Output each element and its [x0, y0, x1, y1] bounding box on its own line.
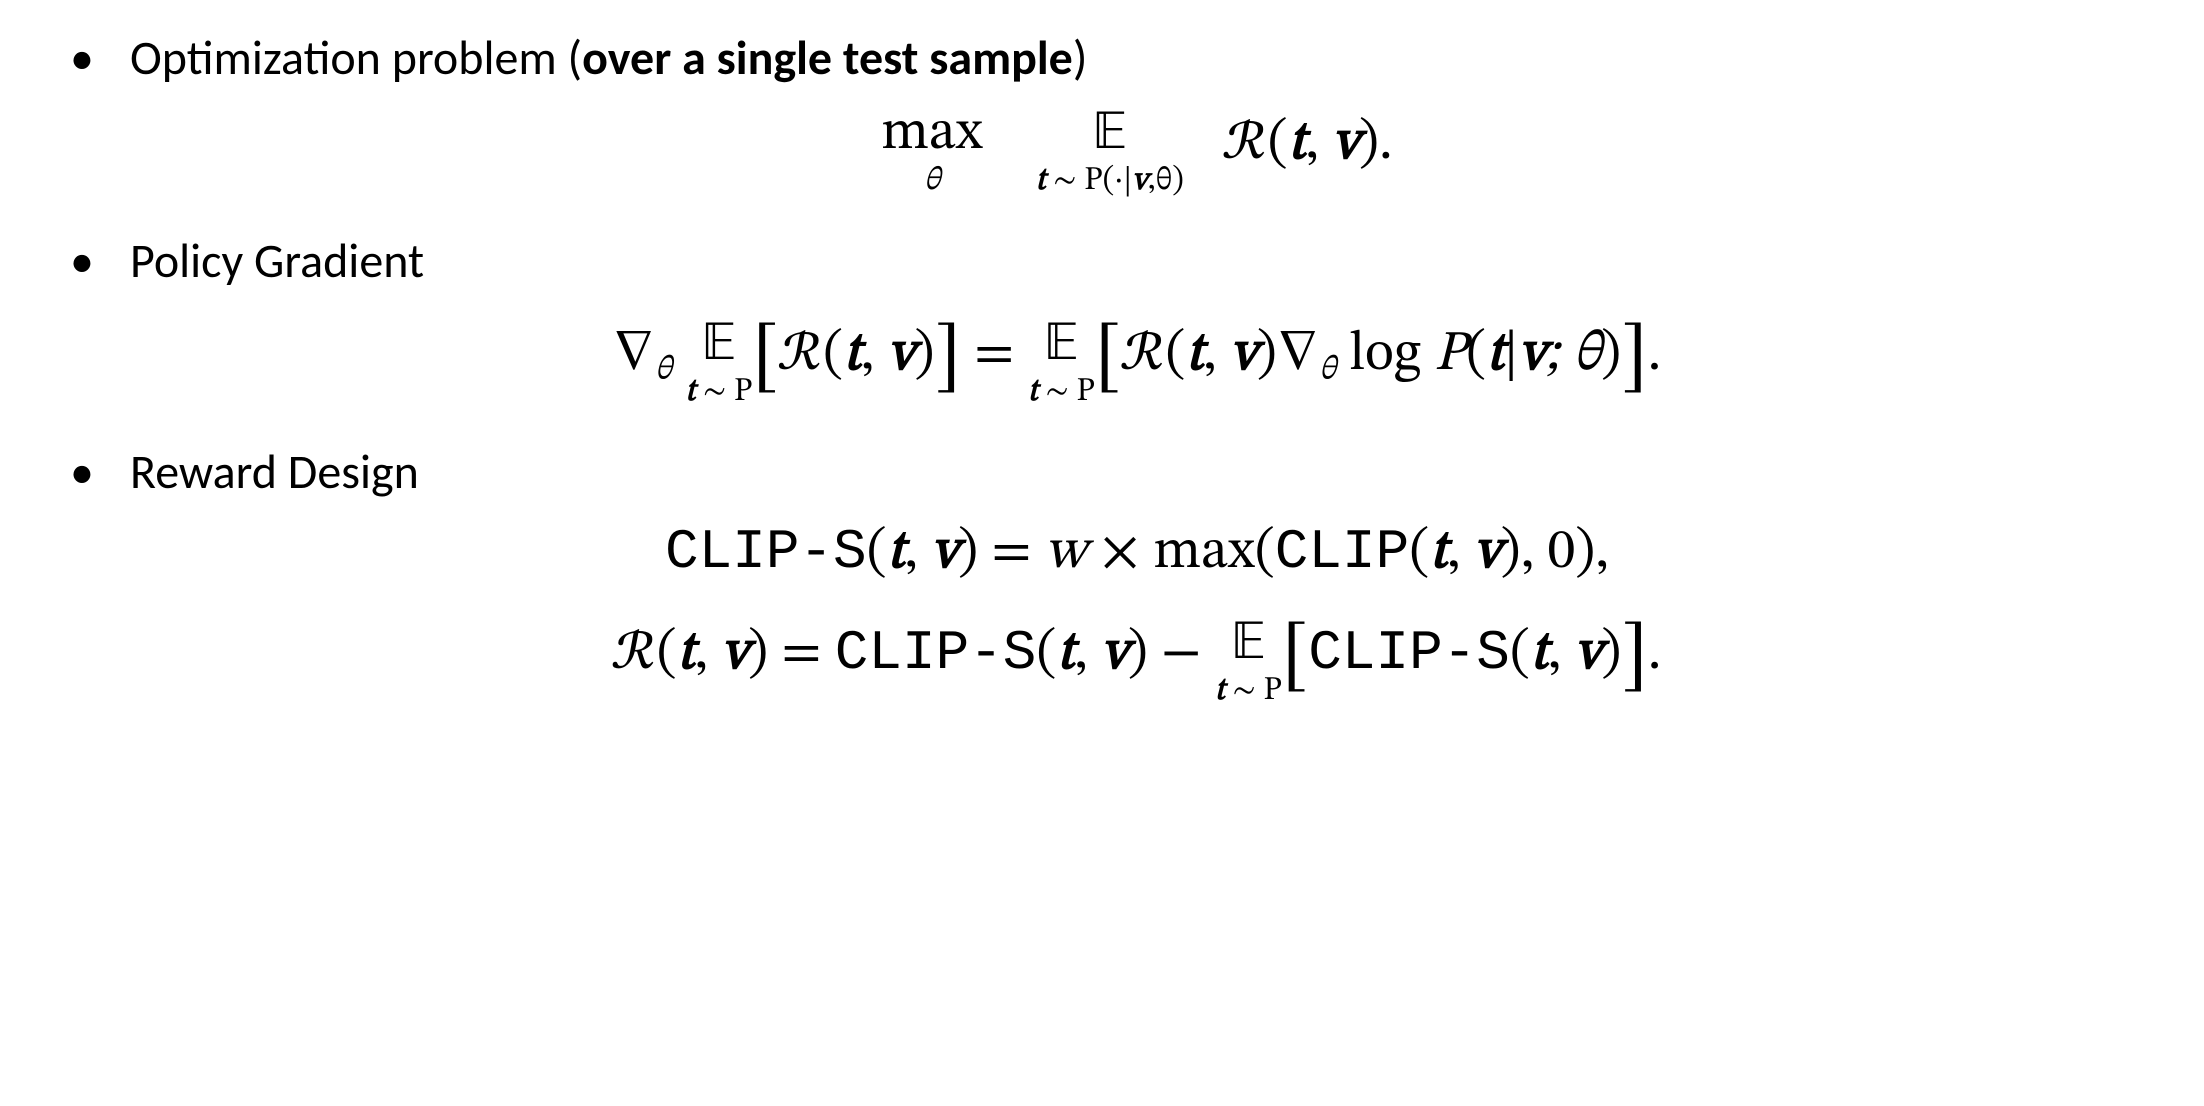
operator-expectation-rhs: 𝔼 t ∼ P — [1027, 317, 1094, 408]
operator-max-top: max — [881, 106, 982, 162]
bullet-heading: Policy Gradient — [130, 231, 2144, 291]
nabla-sub: θ — [655, 352, 672, 386]
operator-expectation-reward: 𝔼 t ∼ P — [1215, 616, 1282, 707]
nabla: ∇ — [613, 327, 655, 383]
equation-policy-gradient: ∇θ 𝔼 t ∼ P [ℛ(t, v)] = 𝔼 t ∼ P [ℛ(t, v)∇… — [130, 309, 2144, 408]
equation-reward-def: ℛ(t, v) = CLIP-S(t, v) − 𝔼 t ∼ P [CLIP-S… — [130, 608, 2144, 707]
operator-expectation-lhs: 𝔼 t ∼ P — [685, 317, 752, 408]
arg-v: v — [1332, 116, 1359, 172]
bullet-heading: Optimization problem (over a single test… — [130, 28, 2144, 88]
bullet-heading: Reward Design — [130, 442, 2144, 502]
bullet-optimization: Optimization problem (over a single test… — [70, 28, 2144, 197]
heading-text-tail: ) — [1073, 28, 1088, 87]
reward-symbol: ℛ — [1223, 116, 1267, 172]
heading-text-plain: Reward Design — [130, 442, 419, 501]
operator-max: max θ — [881, 106, 982, 197]
equation-clip-s-def: CLIP-S(t, v) = w × max(CLIP(t, v), 0), — [130, 516, 2144, 590]
heading-text-plain: Optimization problem ( — [130, 28, 582, 87]
equation-optimization: max θ 𝔼 t ∼ P(·|v,θ) ℛ(t, v). — [130, 106, 2144, 197]
eq-trailing: . — [1379, 116, 1393, 172]
operator-E-top: 𝔼 — [1035, 106, 1184, 162]
fn-clip-s: CLIP-S — [665, 520, 867, 584]
operator-max-sub: θ — [881, 165, 982, 197]
slide-bullet-list: Optimization problem (over a single test… — [70, 28, 2144, 707]
heading-text-bold: over a single test sample — [582, 28, 1073, 87]
bullet-policy-gradient: Policy Gradient ∇θ 𝔼 t ∼ P [ℛ(t, v)] = 𝔼… — [70, 231, 2144, 408]
bullet-reward-design: Reward Design CLIP-S(t, v) = w × max(CLI… — [70, 442, 2144, 707]
arg-t: t — [1288, 116, 1306, 172]
operator-expectation: 𝔼 t ∼ P(·|v,θ) — [1035, 106, 1184, 197]
heading-text-plain: Policy Gradient — [130, 231, 424, 290]
operator-E-sub: t ∼ P(·|v,θ) — [1035, 165, 1184, 197]
